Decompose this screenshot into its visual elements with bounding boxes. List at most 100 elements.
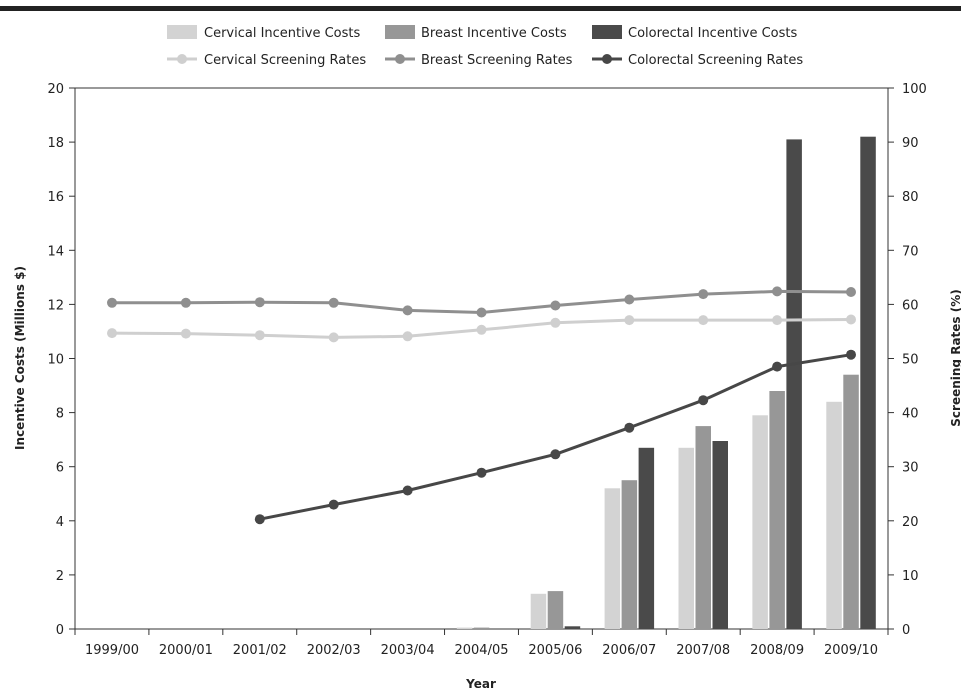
top-rule — [0, 6, 961, 11]
point-cervical-2001/02 — [254, 330, 265, 341]
y2-tick-label: 40 — [902, 407, 919, 422]
y2-tick-label: 30 — [902, 461, 919, 476]
point-colorectal-2007/08 — [698, 395, 709, 406]
point-breast-2005/06 — [550, 300, 561, 311]
bar-colorectal-2006/07 — [638, 447, 655, 629]
y-tick-label: 8 — [56, 407, 64, 422]
bar-breast-2006/07 — [621, 480, 638, 629]
bar-breast-2008/09 — [769, 391, 785, 629]
x-tick-label: 2005/06 — [528, 643, 582, 658]
bar-cervical-2004/05 — [456, 627, 473, 629]
x-tick-label: 2003/04 — [381, 643, 435, 658]
legend-marker-colorectal-rates — [602, 54, 612, 64]
legend-swatch-colorectal-costs — [592, 25, 622, 39]
legend-marker-cervical-rates — [177, 54, 187, 64]
point-breast-2007/08 — [698, 289, 709, 300]
x-tick-label: 2009/10 — [824, 643, 878, 658]
legend-label-colorectal-rates: Colorectal Screening Rates — [628, 53, 803, 68]
legend-marker-breast-rates — [395, 54, 405, 64]
bar-breast-2007/08 — [695, 426, 711, 629]
point-cervical-2009/10 — [846, 314, 856, 325]
x-tick-label: 2002/03 — [307, 643, 361, 658]
bar-colorectal-2009/10 — [860, 136, 876, 629]
bar-cervical-2007/08 — [678, 447, 694, 629]
x-tick-label: 2007/08 — [676, 643, 730, 658]
y2-tick-label: 0 — [902, 623, 910, 638]
y2-tick-label: 70 — [902, 244, 919, 259]
y-tick-label: 2 — [56, 569, 64, 584]
legend-label-breast-rates: Breast Screening Rates — [421, 53, 573, 68]
bar-breast-2009/10 — [843, 374, 859, 629]
y-tick-label: 10 — [47, 353, 64, 368]
legend-swatch-cervical-costs — [167, 25, 197, 39]
point-breast-2002/03 — [328, 297, 339, 308]
bar-cervical-2006/07 — [604, 488, 621, 629]
y2-tick-label: 80 — [902, 190, 919, 205]
y-tick-label: 6 — [56, 461, 64, 476]
point-cervical-2004/05 — [476, 324, 487, 335]
y-tick-label: 0 — [56, 623, 64, 638]
point-colorectal-2001/02 — [254, 514, 265, 525]
bar-colorectal-2005/06 — [564, 626, 581, 629]
y-axis-title: Incentive Costs (Millions $) — [13, 266, 27, 450]
y2-tick-label: 100 — [902, 82, 927, 97]
y2-tick-label: 20 — [902, 515, 919, 530]
point-cervical-2000/01 — [180, 328, 191, 339]
point-colorectal-2004/05 — [476, 467, 487, 478]
bar-cervical-2009/10 — [826, 401, 842, 629]
legend-label-cervical-costs: Cervical Incentive Costs — [204, 26, 360, 41]
bar-breast-2004/05 — [473, 627, 490, 629]
y2-tick-label: 90 — [902, 136, 919, 151]
point-colorectal-2002/03 — [328, 499, 339, 510]
y-tick-label: 14 — [47, 244, 64, 259]
x-tick-label: 2000/01 — [159, 643, 213, 658]
x-tick-label: 2006/07 — [602, 643, 656, 658]
x-tick-label: 2001/02 — [233, 643, 287, 658]
bar-cervical-2005/06 — [530, 593, 547, 629]
point-cervical-2006/07 — [624, 315, 635, 326]
point-cervical-1999/00 — [107, 328, 117, 339]
y-tick-label: 18 — [47, 136, 64, 151]
bars-layer — [456, 136, 876, 629]
point-colorectal-2006/07 — [624, 422, 635, 433]
x-tick-label: 2004/05 — [454, 643, 508, 658]
point-breast-2009/10 — [846, 287, 856, 297]
y-tick-label: 12 — [47, 298, 64, 313]
bar-breast-2005/06 — [547, 591, 564, 629]
legend-label-cervical-rates: Cervical Screening Rates — [204, 53, 366, 68]
point-breast-2001/02 — [254, 297, 265, 308]
point-colorectal-2008/09 — [772, 361, 783, 372]
bar-colorectal-2007/08 — [712, 441, 728, 629]
axes-layer: 0 2 4 6 8 10 12 14 16 18 20 0 10 20 30 40 50 60 70 80 90 100 1… — [47, 82, 926, 658]
legend-label-breast-costs: Breast Incentive Costs — [421, 26, 567, 41]
y-tick-label: 20 — [47, 82, 64, 97]
point-breast-2004/05 — [476, 307, 487, 318]
y-tick-label: 16 — [47, 190, 64, 205]
y2-tick-label: 10 — [902, 569, 919, 584]
y-tick-label: 4 — [56, 515, 64, 530]
point-cervical-2005/06 — [550, 317, 561, 328]
point-breast-2008/09 — [772, 286, 783, 297]
y2-tick-label: 50 — [902, 353, 919, 368]
point-breast-2003/04 — [402, 305, 413, 316]
legend: Cervical Incentive Costs Breast Incentiv… — [167, 25, 803, 68]
point-cervical-2008/09 — [772, 315, 783, 326]
point-breast-1999/00 — [107, 297, 117, 308]
bar-colorectal-2008/09 — [786, 139, 802, 629]
legend-swatch-breast-costs — [385, 25, 415, 39]
x-tick-label: 1999/00 — [85, 643, 139, 658]
lines-layer — [107, 286, 856, 525]
bar-cervical-2008/09 — [752, 415, 768, 629]
point-breast-2000/01 — [180, 297, 191, 308]
y2-tick-label: 60 — [902, 298, 919, 313]
point-colorectal-2003/04 — [402, 485, 413, 496]
point-cervical-2003/04 — [402, 331, 413, 342]
legend-label-colorectal-costs: Colorectal Incentive Costs — [628, 26, 798, 41]
point-colorectal-2009/10 — [846, 349, 856, 360]
point-cervical-2002/03 — [328, 332, 339, 343]
point-cervical-2007/08 — [698, 315, 709, 326]
x-axis-title: Year — [465, 677, 496, 691]
point-colorectal-2005/06 — [550, 449, 561, 460]
y2-axis-title: Screening Rates (%) — [949, 289, 961, 426]
